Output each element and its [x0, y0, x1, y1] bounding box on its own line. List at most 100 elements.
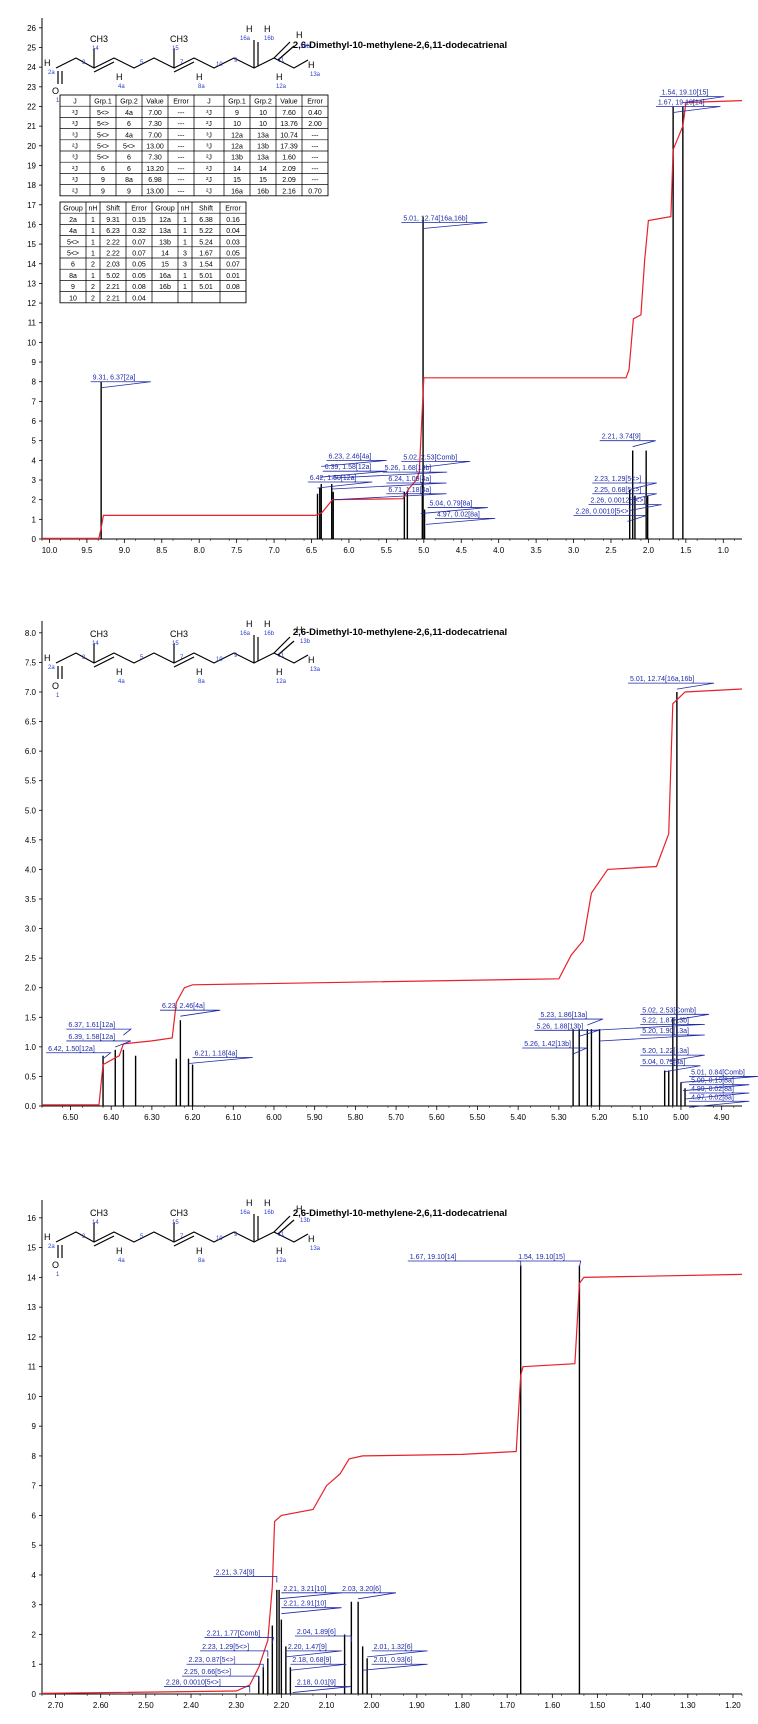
table-value-cell: 13.00 [146, 144, 164, 151]
table-value-cell: ²J [206, 155, 212, 162]
peak-label: 4.97, 0.02[8a] [437, 511, 480, 518]
y-tick-label: 7.0 [25, 688, 37, 697]
atom-number: 3 [82, 60, 86, 66]
table-value-cell: --- [178, 155, 186, 162]
y-tick-label: 7.5 [25, 658, 37, 667]
y-tick-label: 4.5 [25, 836, 37, 845]
atom-symbol: H [196, 667, 203, 677]
table-value-cell: 1 [91, 273, 95, 280]
double-bond-3-4 [93, 656, 115, 668]
table-value-cell: ³J [206, 110, 212, 117]
x-tick-label: 8.5 [156, 546, 168, 555]
x-tick-label: 5.00 [673, 1113, 689, 1122]
atom-number: 16a [240, 36, 251, 42]
peak-label: 6.23, 2.46[4a] [162, 1003, 205, 1010]
atom-symbol: H [44, 653, 51, 663]
spectrum-trace [102, 691, 686, 1106]
table-value-cell: 10 [259, 121, 267, 128]
table-value-cell: --- [178, 132, 186, 139]
atom-number: 16a [240, 631, 251, 637]
peak-label-leader [640, 1065, 701, 1073]
table-value-cell: 0.07 [226, 262, 240, 269]
table-header-cell: Group [63, 206, 83, 213]
y-tick-label: 3 [32, 476, 37, 485]
atom-symbol: H [264, 619, 271, 629]
table-value-cell: 10.74 [280, 132, 298, 139]
peak-label: 2.23, 1.29[5<>] [594, 476, 641, 483]
peak-label-leader [534, 1029, 600, 1037]
table-value-cell: ²J [72, 144, 78, 151]
atom-number: 16b [264, 36, 275, 42]
peak-label: 5.20, 1.90[13a] [642, 1028, 689, 1035]
y-tick-label: 19 [27, 161, 36, 170]
y-tick-label: 6.0 [25, 747, 37, 756]
atom-number: 5 [140, 655, 144, 661]
y-tick-label: 17 [27, 201, 36, 210]
molecule-structure: H CH3 O H CH3 H H H H H H 2a 14 1 4a 15 8a 16a 16b 13b 12a 13… [44, 1198, 321, 1278]
x-tick-label: 5.90 [307, 1113, 323, 1122]
x-tick-label: 10.0 [42, 546, 58, 555]
peak-label-leader [160, 1009, 221, 1017]
double-bond-3-4 [93, 61, 115, 73]
table-header-cell: Group [155, 206, 175, 213]
table-value-cell: ³J [72, 155, 78, 162]
peak-label-leader [522, 1047, 587, 1055]
y-tick-label: 13 [27, 279, 36, 288]
atom-number: 8a [198, 84, 205, 90]
table-value-cell: 5<> [97, 155, 109, 162]
y-tick-label: 25 [27, 43, 36, 52]
peak-label: 6.39, 1.58[12a] [325, 464, 372, 471]
x-tick-label: 1.90 [409, 1701, 425, 1710]
atom-number: 13b [300, 44, 311, 50]
table-value-cell: 2.22 [106, 239, 120, 246]
x-tick-label: 2.60 [93, 1701, 109, 1710]
table-value-cell: 2 [91, 284, 95, 291]
table-value-cell: ²J [206, 177, 212, 184]
y-tick-label: 8 [32, 1452, 37, 1461]
y-tick-label: 21 [27, 122, 36, 131]
y-tick-label: 3.0 [25, 925, 37, 934]
atom-number: 11 [278, 1232, 285, 1238]
peak-label-leader [186, 1663, 264, 1671]
y-tick-label: 1 [32, 515, 37, 524]
molecule-structure: H CH3 O H CH3 H H H H H H 2a 14 1 4a 15 8a 16a 16b 13b 12a 13… [44, 619, 321, 699]
y-tick-label: 4.0 [25, 865, 37, 874]
carbon-chain-bond [55, 1231, 309, 1243]
peak-label: 2.21, 3.21[10] [283, 1586, 326, 1593]
peak-label-leader [401, 222, 488, 229]
y-tick-label: 26 [27, 24, 36, 33]
peak-label-leader [684, 1092, 750, 1100]
x-tick-label: 4.5 [456, 546, 468, 555]
y-tick-label: 12 [27, 299, 36, 308]
table-value-cell: 6 [101, 166, 105, 173]
table-value-cell: 6 [127, 155, 131, 162]
atom-number: 16b [264, 631, 275, 637]
atom-number: 9 [234, 1232, 238, 1238]
x-tick-label: 2.0 [643, 546, 655, 555]
x-tick-label: 6.5 [306, 546, 318, 555]
y-tick-label: 12 [27, 1333, 36, 1342]
x-tick-label: 2.40 [183, 1701, 199, 1710]
peak-label: 6.39, 1.58[12a] [68, 1034, 115, 1041]
vinyl-bond [273, 636, 291, 654]
x-tick-label: 5.30 [551, 1113, 567, 1122]
atom-symbol: CH3 [170, 1208, 188, 1218]
table-header-cell: nH [89, 206, 98, 213]
x-tick-label: 1.60 [545, 1701, 561, 1710]
y-tick-label: 15 [27, 240, 36, 249]
table-value-cell: 9 [101, 177, 105, 184]
y-tick-label: 23 [27, 83, 36, 92]
peak-label: 5.02, 2.53[Comb] [642, 1007, 696, 1014]
atom-number: 11 [278, 58, 285, 64]
peak-labels: 1.67, 19.10[14] 1.54, 19.10[15] 2.21, 3.74… [163, 1254, 582, 1693]
table-value-cell: 0.07 [132, 239, 146, 246]
table-header-cell: J [73, 99, 77, 106]
peak-label: 5.26, 1.68[13b] [385, 465, 432, 472]
x-tick-label: 5.60 [429, 1113, 445, 1122]
table-header-cell: Shift [106, 206, 120, 213]
table-value-cell: 12a [159, 217, 171, 224]
atom-symbol: H [44, 58, 51, 68]
x-tick-label: 4.90 [714, 1113, 730, 1122]
atom-symbol: CH3 [90, 1208, 108, 1218]
peak-label-leader [599, 1034, 705, 1042]
